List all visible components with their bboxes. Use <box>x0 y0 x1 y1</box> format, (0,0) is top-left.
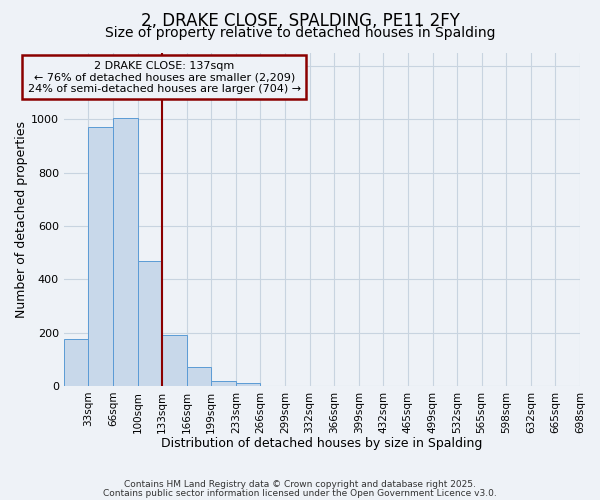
Bar <box>162 335 187 386</box>
Bar <box>137 260 162 386</box>
Bar <box>236 383 260 386</box>
Bar <box>211 380 236 386</box>
Text: Contains public sector information licensed under the Open Government Licence v3: Contains public sector information licen… <box>103 488 497 498</box>
Y-axis label: Number of detached properties: Number of detached properties <box>15 120 28 318</box>
Bar <box>64 339 88 386</box>
Bar <box>187 367 211 386</box>
Text: 2 DRAKE CLOSE: 137sqm
← 76% of detached houses are smaller (2,209)
24% of semi-d: 2 DRAKE CLOSE: 137sqm ← 76% of detached … <box>28 60 301 94</box>
Text: 2, DRAKE CLOSE, SPALDING, PE11 2FY: 2, DRAKE CLOSE, SPALDING, PE11 2FY <box>140 12 460 30</box>
Bar <box>88 127 113 386</box>
Text: Contains HM Land Registry data © Crown copyright and database right 2025.: Contains HM Land Registry data © Crown c… <box>124 480 476 489</box>
Text: Size of property relative to detached houses in Spalding: Size of property relative to detached ho… <box>105 26 495 40</box>
Bar <box>113 118 137 386</box>
X-axis label: Distribution of detached houses by size in Spalding: Distribution of detached houses by size … <box>161 437 482 450</box>
